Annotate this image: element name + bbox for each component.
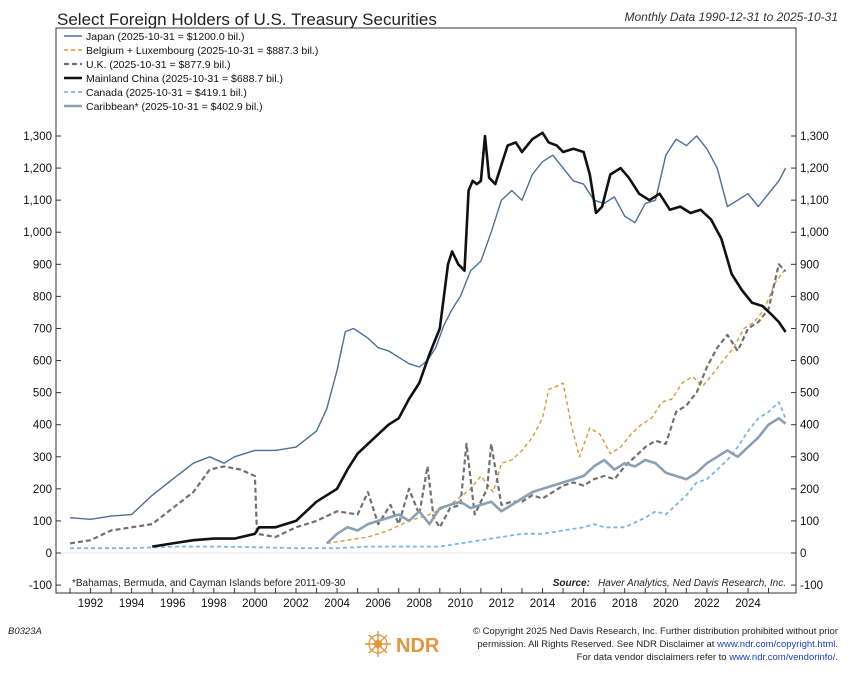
y-tick-label-left-600: 600 (33, 356, 52, 368)
x-tick-label-2004: 2004 (324, 598, 350, 610)
x-tick-label-1994: 1994 (119, 598, 145, 610)
x-tick-label-1996: 1996 (160, 598, 186, 610)
x-tick-label-2020: 2020 (653, 598, 679, 610)
series-line-caribbean (325, 416, 787, 545)
y-tick-label-left-500: 500 (33, 388, 52, 400)
copyright-line-2-text: permission. All Rights Reserved. See NDR… (477, 639, 717, 650)
copyright-line-1: © Copyright 2025 Ned Davis Research, Inc… (473, 626, 838, 637)
y-tick-label-right-0: 0 (800, 548, 806, 560)
y-tick-label-right-300: 300 (800, 452, 819, 464)
y-tick-label-right-1200: 1,200 (800, 163, 829, 175)
x-tick-label-2024: 2024 (735, 598, 761, 610)
source-label: Source: (553, 578, 590, 589)
y-tick-label-right-800: 800 (800, 291, 819, 303)
y-tick-label-left-200: 200 (33, 484, 52, 496)
x-tick-label-2012: 2012 (489, 598, 515, 610)
y-tick-label-right-100: 100 (800, 516, 819, 528)
x-tick-label-2010: 2010 (448, 598, 474, 610)
series-line-china (151, 131, 787, 548)
copyright-link[interactable]: www.ndr.com/copyright.html (716, 639, 835, 650)
legend-label-uk: U.K. (2025-10-31 = $877.9 bil.) (86, 59, 230, 71)
footnote: *Bahamas, Bermuda, and Cayman Islands be… (72, 578, 346, 589)
copyright-line-3-text: For data vendor disclaimers refer to (577, 652, 730, 663)
x-tick-label-2016: 2016 (571, 598, 597, 610)
x-tick-label-2006: 2006 (365, 598, 391, 610)
y-tick-label-left-1100: 1,100 (23, 195, 52, 207)
legend: Japan (2025-10-31 = $1200.0 bil.) Belgium… (64, 31, 318, 113)
x-tick-label-2008: 2008 (406, 598, 432, 610)
y-tick-label-left-300: 300 (33, 452, 52, 464)
chart-date-range: Monthly Data 1990-12-31 to 2025-10-31 (625, 10, 838, 24)
copyright-line-2-end: . (835, 639, 838, 650)
y-tick-label-right-700: 700 (800, 323, 819, 335)
legend-label-japan: Japan (2025-10-31 = $1200.0 bil.) (86, 31, 245, 43)
y-tick-label-left-0: 0 (46, 548, 52, 560)
y-tick-label-right-500: 500 (800, 388, 819, 400)
x-tick-label-2018: 2018 (612, 598, 638, 610)
series-layer (69, 131, 787, 550)
ndr-logo-text: NDR (396, 635, 440, 657)
axes-layer: -100 -100 0 0 100 100 200 200 300 300 400 400 500 500… (23, 131, 829, 610)
ndr-logo-mark-icon (365, 631, 391, 657)
y-tick-label-left-400: 400 (33, 420, 52, 432)
series-line-uk (69, 263, 787, 545)
copyright-line-2: permission. All Rights Reserved. See NDR… (477, 639, 838, 650)
y-tick-label-right-200: 200 (800, 484, 819, 496)
legend-label-china: Mainland China (2025-10-31 = $688.7 bil.… (86, 73, 283, 85)
y-tick-label-left--100: -100 (29, 580, 52, 592)
y-tick-label-right-1300: 1,300 (800, 131, 829, 143)
y-tick-label-left-700: 700 (33, 323, 52, 335)
series-line-japan (69, 135, 787, 520)
x-tick-label-1992: 1992 (78, 598, 104, 610)
series-line-belgium (326, 268, 787, 545)
legend-label-caribbean: Caribbean* (2025-10-31 = $402.9 bil.) (86, 101, 263, 113)
source-note: Source: Haver Analytics, Ned Davis Resear… (553, 578, 786, 589)
legend-label-canada: Canada (2025-10-31 = $419.1 bil.) (86, 87, 247, 99)
x-tick-label-2014: 2014 (530, 598, 556, 610)
x-tick-label-2002: 2002 (283, 598, 309, 610)
chart-code: B0323A (8, 626, 42, 637)
y-tick-label-right-1000: 1,000 (800, 227, 829, 239)
y-tick-label-right-1100: 1,100 (800, 195, 829, 207)
y-tick-label-left-100: 100 (33, 516, 52, 528)
x-tick-label-1998: 1998 (201, 598, 227, 610)
legend-label-belgium: Belgium + Luxembourg (2025-10-31 = $887.… (86, 45, 318, 57)
y-tick-label-right--100: -100 (800, 580, 823, 592)
x-tick-label-2022: 2022 (694, 598, 720, 610)
y-tick-label-left-1200: 1,200 (23, 163, 52, 175)
series-line-canada (70, 401, 787, 550)
vendorinfo-link[interactable]: www.ndr.com/vendorinfo/ (728, 652, 835, 663)
copyright-line-3: For data vendor disclaimers refer to www… (577, 652, 838, 663)
y-tick-label-right-900: 900 (800, 259, 819, 271)
ndr-logo: NDR (365, 631, 440, 657)
y-tick-label-left-900: 900 (33, 259, 52, 271)
y-tick-label-right-400: 400 (800, 420, 819, 432)
plot-frame (55, 27, 797, 594)
x-tick-label-2000: 2000 (242, 598, 268, 610)
y-tick-label-right-600: 600 (800, 356, 819, 368)
copyright-line-3-end: . (835, 652, 838, 663)
y-tick-label-left-1300: 1,300 (23, 131, 52, 143)
y-tick-label-left-800: 800 (33, 291, 52, 303)
y-tick-label-left-1000: 1,000 (23, 227, 52, 239)
chart-title: Select Foreign Holders of U.S. Treasury … (57, 10, 437, 29)
source-text: Haver Analytics, Ned Davis Research, Inc… (598, 578, 786, 589)
